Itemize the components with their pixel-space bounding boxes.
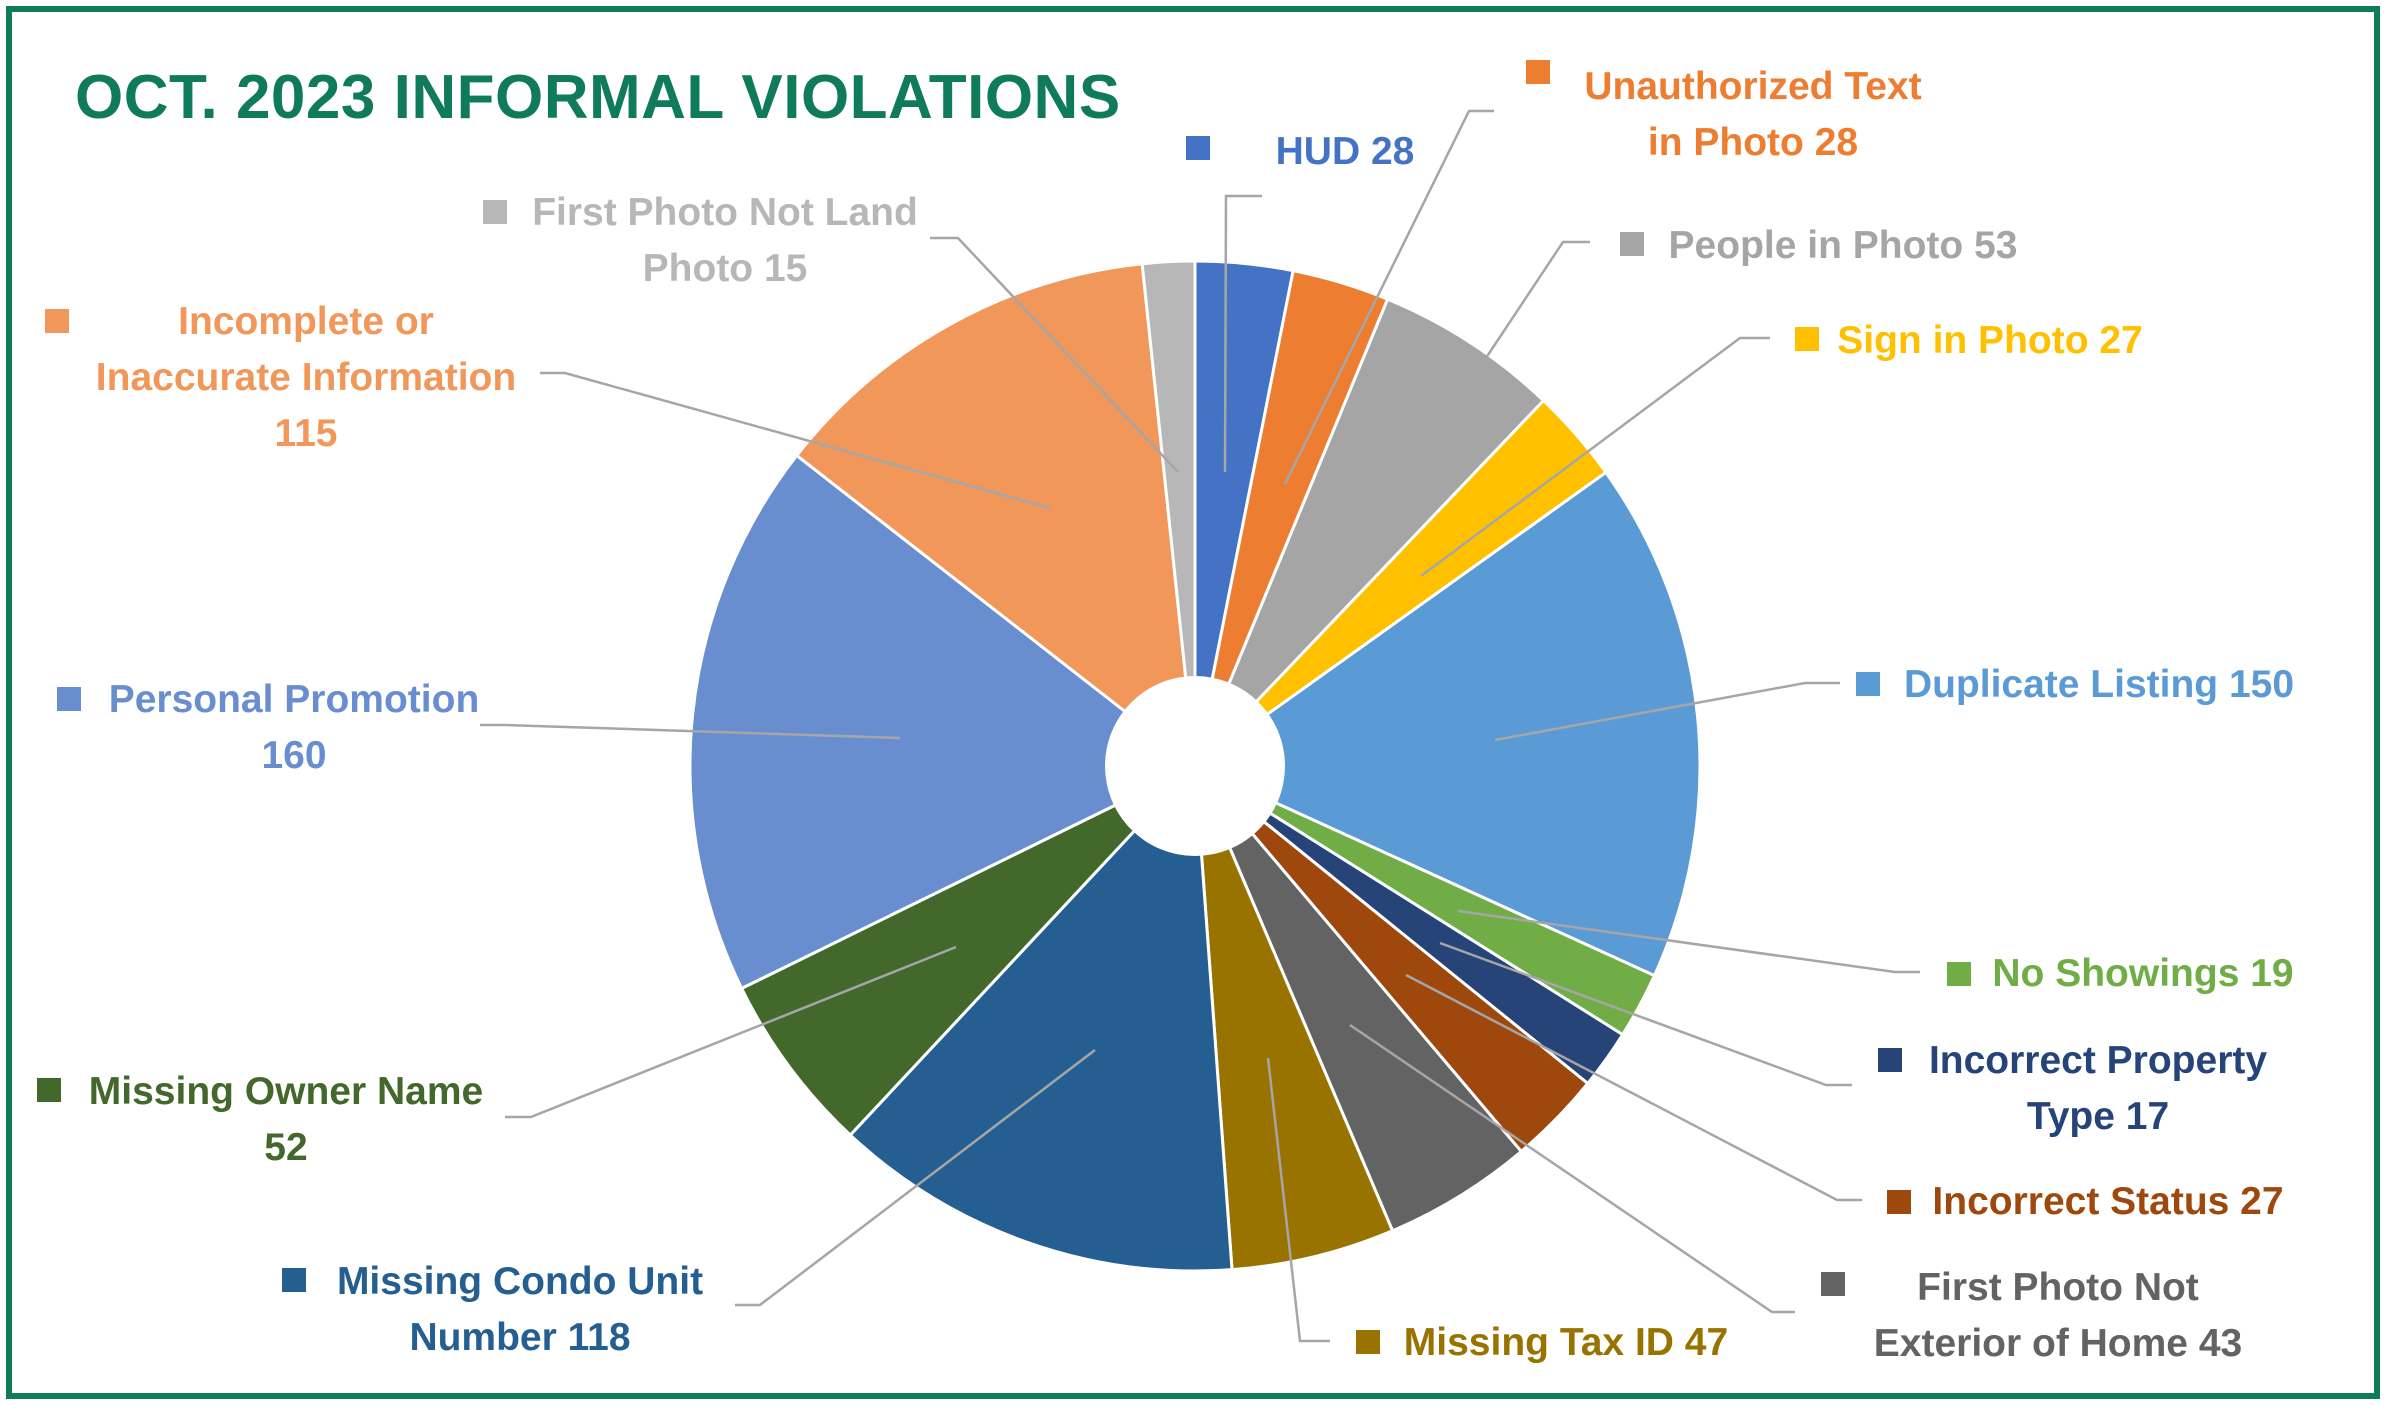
data-label-line: Inaccurate Information — [96, 356, 516, 399]
data-label-key — [1887, 1190, 1911, 1214]
data-label-line: in Photo 28 — [1648, 121, 1858, 164]
data-label-line: Incomplete or — [178, 300, 434, 343]
data-label: Incorrect Status 27 — [1932, 1180, 2283, 1223]
leader-line — [1439, 941, 1852, 1087]
leader-line — [1223, 194, 1262, 473]
data-label-line: No Showings 19 — [1992, 952, 2293, 995]
data-label-line: Incorrect Property — [1929, 1039, 2267, 1082]
leader-line — [735, 1049, 1096, 1307]
data-label-key — [1947, 962, 1971, 986]
leader-line — [930, 236, 1179, 473]
leader-line — [480, 723, 901, 740]
data-label: Missing Condo Unit Number 118 — [337, 1260, 703, 1359]
data-label: Missing Tax ID 47 — [1404, 1321, 1728, 1364]
data-label-key — [1878, 1048, 1902, 1072]
leader-line — [1349, 1023, 1795, 1314]
data-label-line: HUD 28 — [1276, 130, 1415, 173]
data-label: First Photo Not Land Photo 15 — [532, 191, 918, 290]
leader-line — [1472, 240, 1590, 377]
leader-line — [505, 945, 957, 1119]
data-label-line: People in Photo 53 — [1669, 224, 2018, 267]
pie-slice-missing-condo-unit-number — [848, 762, 1234, 1273]
data-label-key — [1356, 1330, 1380, 1354]
pie-slice-first-photo-not-land-photo — [1140, 259, 1197, 767]
data-label-key — [483, 200, 507, 224]
data-label: Sign in Photo 27 — [1837, 319, 2143, 362]
data-label: Duplicate Listing 150 — [1904, 663, 2294, 706]
data-label-line: Missing Tax ID 47 — [1404, 1321, 1728, 1364]
leader-line — [1494, 681, 1840, 742]
pie-slice-incomplete-or-inaccurate-information — [794, 262, 1197, 770]
data-label-line: 115 — [275, 412, 338, 455]
data-label-line: Incorrect Status 27 — [1932, 1180, 2283, 1223]
leader-line — [1405, 973, 1862, 1202]
data-label-line: First Photo Not — [1917, 1266, 2199, 1309]
leader-line — [1266, 1057, 1330, 1343]
data-label-key — [1795, 327, 1819, 351]
data-label-line: Missing Owner Name — [89, 1070, 483, 1113]
data-label-key — [37, 1078, 61, 1102]
data-label-line: Exterior of Home 43 — [1874, 1322, 2242, 1365]
data-label-key — [1620, 232, 1644, 256]
data-label-key — [1856, 672, 1880, 696]
data-label: Unauthorized Text in Photo 28 — [1584, 65, 1921, 164]
data-label-line: First Photo Not Land — [532, 191, 918, 234]
leader-line — [1420, 336, 1770, 578]
chart-title: OCT. 2023 INFORMAL VIOLATIONS — [75, 63, 1121, 132]
pie-slice-missing-owner-name — [739, 764, 1197, 1138]
data-label-key — [45, 309, 69, 333]
pie-slice-missing-tax-id — [1193, 765, 1395, 1272]
data-label: HUD 28 — [1276, 130, 1415, 173]
data-label-key — [1526, 60, 1550, 84]
data-label-line: Unauthorized Text — [1584, 65, 1921, 108]
data-label: Personal Promotion 160 — [109, 678, 480, 777]
pie-slice-people-in-photo — [1193, 297, 1546, 768]
pie-slice-duplicate-listing — [1192, 470, 1702, 978]
data-label-line: Sign in Photo 27 — [1837, 319, 2143, 362]
data-label-key — [1821, 1272, 1845, 1296]
data-label-line: Duplicate Listing 150 — [1904, 663, 2294, 706]
leader-line — [540, 371, 1051, 510]
leader-line — [1457, 909, 1920, 974]
data-label: First Photo Not Exterior of Home 43 — [1874, 1266, 2242, 1365]
data-label-line: Number 118 — [409, 1316, 630, 1359]
pie-slice-first-photo-not-exterior-of-home — [1193, 765, 1524, 1233]
data-label: No Showings 19 — [1992, 952, 2293, 995]
donut-hole — [1105, 676, 1285, 856]
data-label-line: Missing Condo Unit — [337, 1260, 703, 1303]
data-label-line: 160 — [261, 734, 326, 777]
pie-slice-personal-promotion — [688, 453, 1198, 991]
data-label-line: Type 17 — [2027, 1095, 2169, 1138]
data-label: Missing Owner Name 52 — [89, 1070, 483, 1169]
data-label-line: Personal Promotion — [109, 678, 480, 721]
data-label: People in Photo 53 — [1669, 224, 2018, 267]
data-label-key — [282, 1268, 306, 1292]
data-label-key — [1186, 136, 1210, 160]
leader-line — [1283, 109, 1494, 485]
data-label-line: 52 — [264, 1126, 307, 1169]
data-label: Incorrect Property Type 17 — [1929, 1039, 2267, 1138]
data-label-key — [57, 687, 81, 711]
data-label: Incomplete or Inaccurate Information 115 — [96, 300, 516, 455]
data-label-line: Photo 15 — [643, 247, 808, 290]
